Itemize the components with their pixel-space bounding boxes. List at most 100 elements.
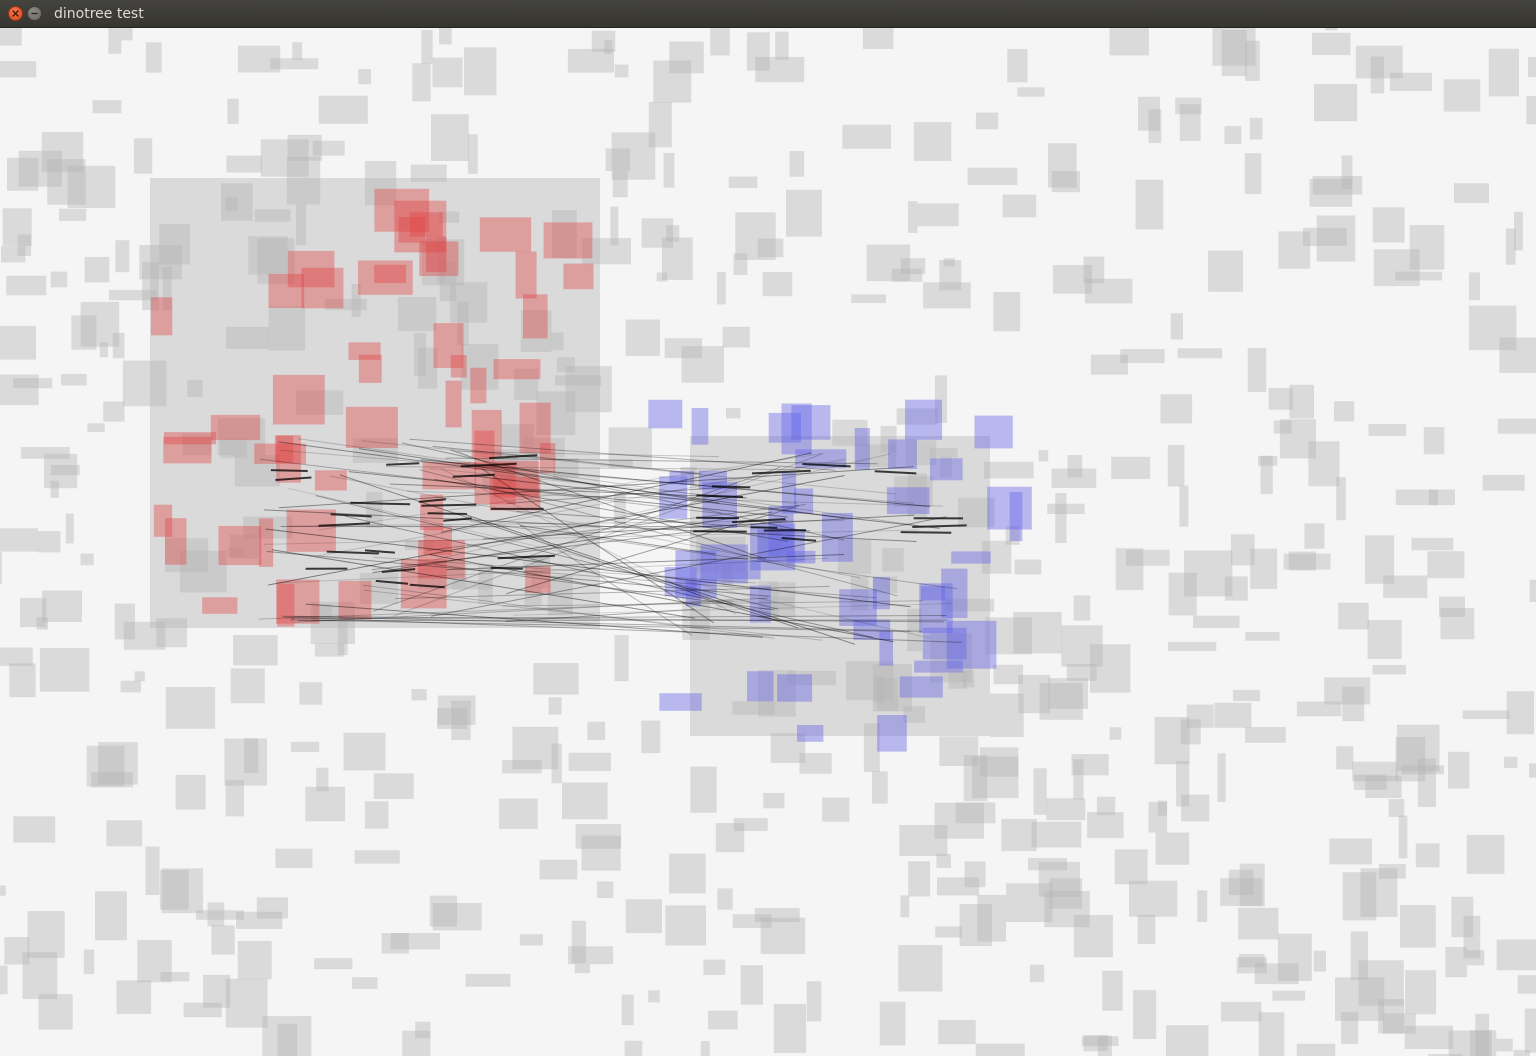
collision-line (293, 597, 768, 623)
collision-line (280, 449, 914, 504)
grey-rect (1288, 551, 1316, 571)
grey-rect (1398, 815, 1408, 859)
grey-rect (80, 553, 94, 566)
grey-rect (254, 209, 291, 222)
grey-rect (80, 301, 120, 347)
grey-rect (314, 958, 353, 970)
window-titlebar[interactable]: dinotree test (0, 0, 1536, 28)
grey-rect (305, 786, 346, 822)
grey-rect (120, 680, 141, 693)
blue-rect (757, 529, 805, 563)
grey-rect (1179, 104, 1201, 141)
grey-rect (873, 676, 885, 704)
grey-rect (159, 223, 191, 265)
collision-line (393, 453, 822, 617)
close-button[interactable] (8, 6, 23, 21)
grey-rect (514, 368, 539, 400)
grey-rect (310, 601, 355, 644)
grey-rect (891, 268, 923, 282)
grey-rect (225, 196, 238, 212)
grey-rect (211, 925, 235, 955)
grey-rect (896, 408, 938, 425)
grey-rect (422, 239, 465, 286)
grey-rect (581, 835, 621, 871)
grey-rect (292, 42, 303, 60)
blue-rect (786, 550, 816, 564)
blue-rect (946, 620, 997, 669)
grey-rect (726, 408, 741, 419)
collision-line (450, 449, 766, 560)
grey-rect (1224, 126, 1242, 145)
collision-line (372, 511, 773, 574)
grey-rect (233, 635, 278, 666)
red-rect (345, 406, 398, 448)
collision-line (291, 615, 947, 620)
grey-rect (1181, 794, 1210, 822)
grey-rect (256, 897, 288, 919)
grey-rect (1342, 872, 1377, 921)
red-rect (153, 504, 173, 537)
grey-rect (850, 575, 869, 611)
collision-line (445, 457, 878, 465)
red-rect (489, 477, 541, 511)
grey-rect (103, 401, 125, 422)
blue-rect (877, 715, 907, 752)
grey-rect (872, 664, 912, 712)
red-rect (258, 518, 274, 567)
grey-rect (786, 189, 822, 237)
grey-rect (1395, 271, 1443, 281)
grey-rect (343, 732, 386, 771)
grey-rect (907, 473, 927, 518)
grey-rect (943, 258, 955, 267)
grey-rect (1228, 869, 1254, 896)
grey-rect (465, 973, 511, 987)
minimize-button[interactable] (27, 6, 42, 21)
grey-rect (1239, 953, 1265, 968)
red-rect (471, 409, 502, 458)
grey-rect (270, 58, 319, 70)
grey-rect (806, 981, 822, 1022)
grey-rect (1148, 109, 1162, 144)
grey-rect (18, 150, 62, 187)
grey-rect (614, 492, 626, 528)
collision-line (409, 583, 445, 589)
grey-rect (732, 701, 775, 715)
grey-rect (700, 1041, 710, 1056)
grey-rect (894, 476, 933, 507)
grey-rect (183, 1002, 222, 1018)
grey-rect (913, 122, 952, 161)
grey-rect (397, 297, 437, 332)
collision-line (364, 549, 395, 554)
grey-rect (449, 282, 488, 323)
collision-line (443, 517, 472, 522)
simulation-canvas[interactable] (0, 28, 1536, 1056)
collision-line (386, 466, 801, 471)
grey-rect (1273, 420, 1292, 434)
collision-line (481, 467, 715, 624)
grey-rect (217, 418, 266, 456)
grey-rect (0, 61, 37, 78)
grey-rect (1469, 1030, 1497, 1056)
grey-rect (1007, 49, 1028, 83)
grey-rect (975, 1043, 1025, 1056)
grey-rect (1001, 818, 1037, 852)
grey-rect (591, 30, 616, 52)
grey-rect (604, 40, 613, 54)
collision-line (401, 442, 845, 541)
blue-rect (886, 487, 930, 514)
red-rect (563, 263, 594, 290)
grey-rect (523, 437, 565, 458)
grey-rect (908, 201, 918, 233)
grey-rect (1258, 456, 1278, 466)
collision-line (406, 490, 943, 507)
grey-rect (313, 603, 333, 622)
collision-line (802, 463, 851, 468)
grey-rect (1440, 608, 1475, 640)
grey-rect (531, 554, 551, 589)
grey-rect (381, 933, 409, 954)
grey-rect (1272, 990, 1306, 1001)
grey-rect (963, 755, 988, 802)
grey-rect (1137, 914, 1156, 944)
grey-rect (1334, 401, 1355, 422)
grey-rect (1404, 1025, 1454, 1049)
